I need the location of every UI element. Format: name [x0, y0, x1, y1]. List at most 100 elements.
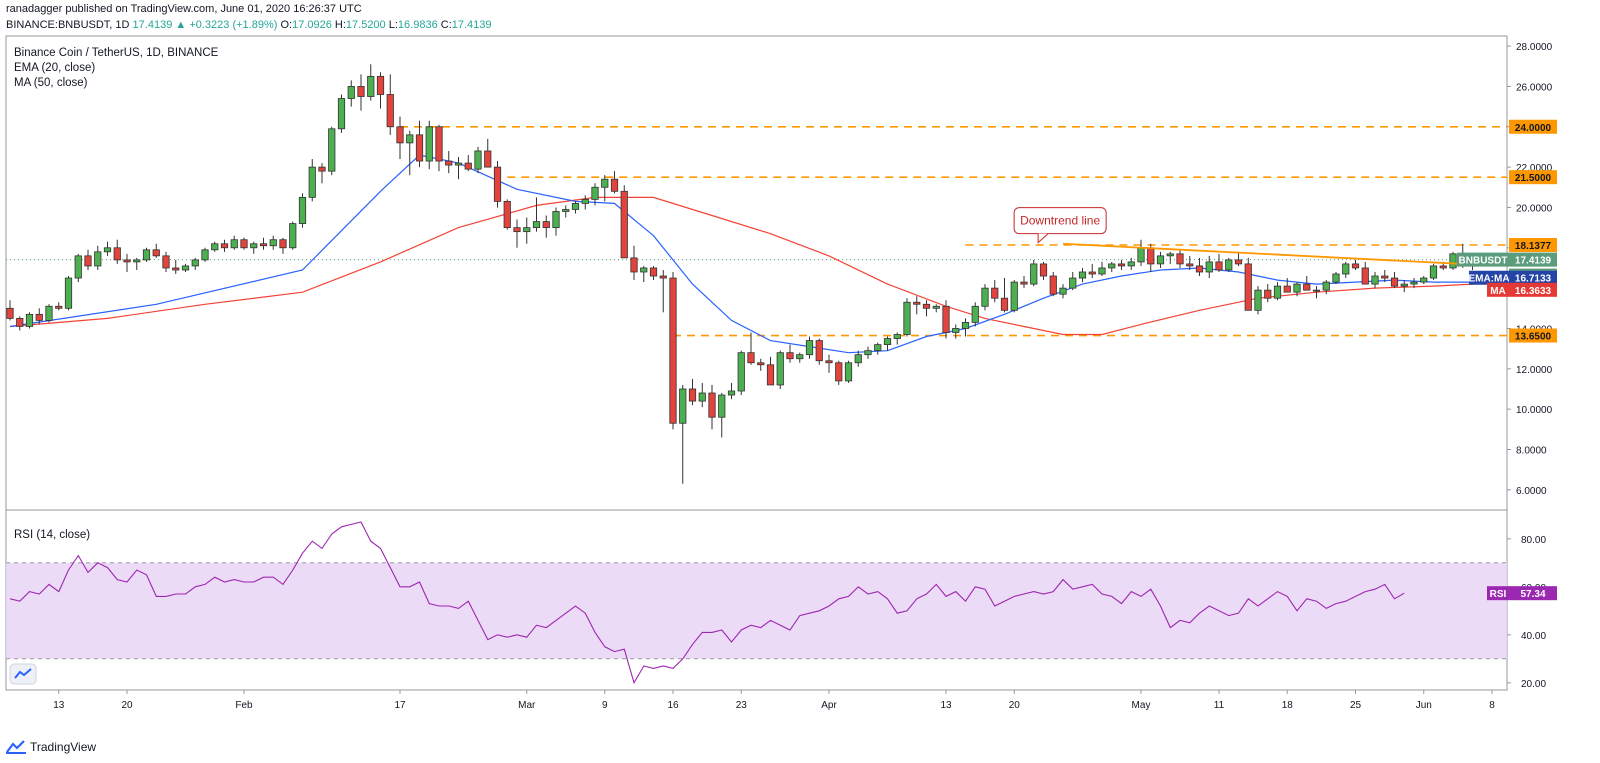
- candle-body: [1176, 253, 1184, 265]
- candle: [1215, 253, 1223, 272]
- candle: [942, 300, 950, 339]
- candle: [1166, 251, 1174, 264]
- tag-level-24-bg: [1509, 119, 1557, 134]
- candle-body: [1108, 263, 1116, 269]
- candle-body: [1361, 267, 1369, 285]
- tag-ma-value: 16.3633: [1515, 286, 1552, 297]
- candle: [1225, 257, 1233, 272]
- candle: [133, 257, 141, 270]
- candle-body: [903, 301, 911, 335]
- candle-body: [1205, 261, 1213, 273]
- rsi-legend: RSI (14, close): [14, 529, 91, 541]
- candle: [250, 241, 258, 254]
- candle-body: [259, 243, 268, 247]
- low-value: 16.9836: [397, 19, 438, 31]
- candle-body: [503, 200, 511, 229]
- candle: [854, 350, 862, 367]
- candle: [1371, 271, 1379, 289]
- candle: [1156, 251, 1165, 268]
- candle-body: [425, 126, 433, 162]
- candle-body: [406, 134, 414, 144]
- candle-body: [1449, 253, 1457, 269]
- candle-body: [55, 305, 63, 309]
- candle: [94, 245, 102, 270]
- tag-level-24: 24.0000: [1515, 123, 1552, 134]
- candle: [1293, 282, 1301, 297]
- tag-level-215: 21.5000: [1515, 173, 1552, 184]
- candle: [328, 126, 336, 176]
- candle-body: [1283, 285, 1291, 293]
- ema20-line: [9, 154, 1512, 354]
- candle: [883, 336, 892, 351]
- candle-body: [250, 243, 258, 249]
- candle-body: [523, 227, 531, 233]
- price-pane-frame: [5, 35, 1508, 511]
- candle: [513, 219, 521, 248]
- candle: [6, 300, 14, 321]
- tag-level-215-bg: [1509, 170, 1557, 185]
- candle: [1176, 249, 1184, 268]
- candle: [425, 120, 433, 170]
- candle: [1312, 286, 1321, 299]
- candle: [1039, 261, 1048, 281]
- footer-brand[interactable]: TradingView: [6, 740, 96, 754]
- candle-body: [649, 267, 658, 277]
- candle-body: [805, 340, 814, 356]
- candle-body: [913, 301, 921, 305]
- candle-body: [1312, 289, 1321, 292]
- candle: [279, 237, 287, 254]
- candle: [25, 312, 34, 329]
- candle: [874, 342, 882, 355]
- candle: [211, 241, 219, 252]
- candle: [396, 116, 404, 160]
- candle: [679, 384, 687, 484]
- candle-body: [347, 86, 355, 99]
- candle-body: [1078, 271, 1087, 279]
- candle-body: [737, 352, 745, 392]
- candle: [172, 259, 180, 275]
- time-axis-label: 17: [394, 700, 406, 711]
- candle-body: [922, 303, 931, 309]
- time-axis-label: 23: [736, 700, 748, 711]
- candle: [454, 157, 463, 180]
- candle-body: [961, 322, 970, 329]
- candle-body: [708, 392, 716, 418]
- time-axis-label: 13: [53, 700, 65, 711]
- candle-body: [172, 267, 180, 271]
- candle: [1127, 257, 1135, 270]
- candle: [659, 269, 667, 313]
- candle-body: [552, 211, 560, 229]
- time-axis-label: 13: [940, 700, 952, 711]
- candle: [1420, 276, 1428, 285]
- candle-body: [718, 394, 726, 418]
- candle: [406, 130, 414, 176]
- candle: [1030, 259, 1038, 287]
- candle-body: [796, 354, 804, 360]
- candle: [981, 284, 989, 311]
- time-axis-label: May: [1132, 700, 1151, 711]
- candle-body: [1351, 263, 1360, 269]
- high-value: 17.5200: [345, 19, 386, 31]
- candle-body: [727, 390, 736, 396]
- candle-body: [1254, 289, 1262, 311]
- candle-body: [45, 305, 53, 321]
- tag-price-name: BNBUSDT: [1459, 256, 1508, 267]
- close-value: 17.4139: [451, 19, 492, 31]
- candle-body: [1322, 281, 1330, 291]
- candle-body: [513, 227, 521, 233]
- time-axis-label: 9: [602, 700, 608, 711]
- candle: [1117, 259, 1126, 270]
- time-axis-label: 16: [667, 700, 679, 711]
- candle: [318, 163, 326, 184]
- candle-body: [1215, 261, 1223, 271]
- candle: [1000, 278, 1009, 313]
- candle: [718, 393, 726, 438]
- candle: [961, 318, 970, 337]
- candle-body: [25, 313, 34, 327]
- candle: [289, 221, 297, 250]
- candle-body: [386, 94, 394, 128]
- candle-body: [1420, 277, 1428, 283]
- candle-body: [1010, 281, 1018, 311]
